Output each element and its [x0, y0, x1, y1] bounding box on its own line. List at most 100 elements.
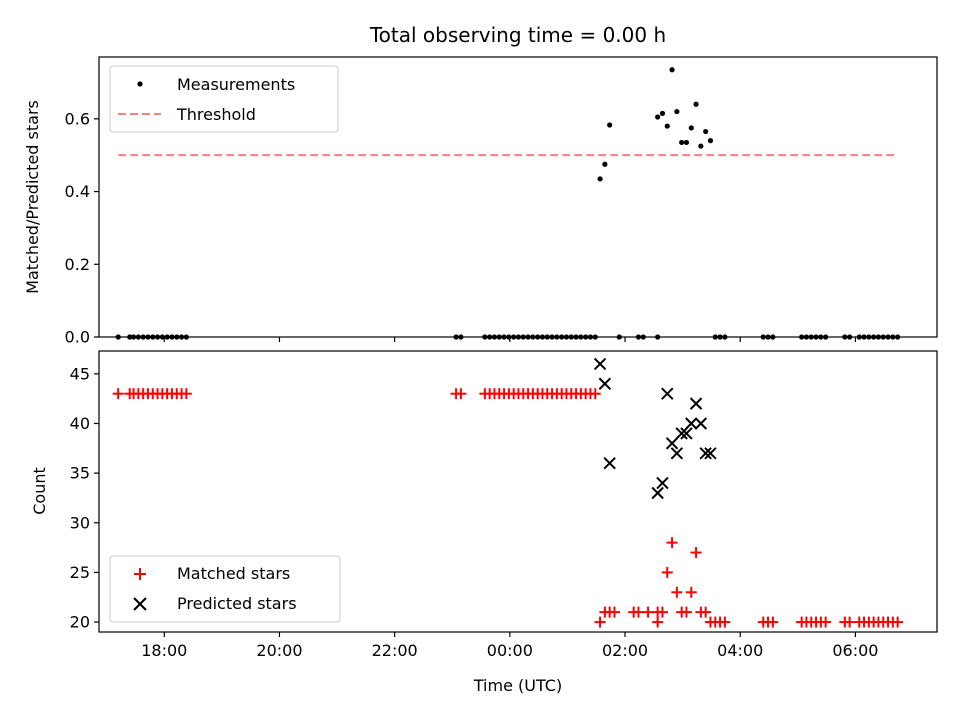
- measurement-point: [813, 334, 819, 340]
- measurement-point: [127, 334, 133, 340]
- measurement-point: [803, 334, 810, 340]
- measurement-point: [818, 334, 824, 340]
- matched-stars-point: [666, 537, 678, 549]
- predicted-stars-point: [603, 456, 616, 470]
- predicted-stars-point: [704, 447, 717, 460]
- measurement-point: [659, 110, 666, 116]
- measurement-point: [655, 114, 661, 120]
- measurement-point: [587, 334, 594, 340]
- measurement-point: [491, 334, 498, 340]
- measurement-point: [458, 334, 464, 340]
- measurement-point: [150, 334, 156, 340]
- measurement-point: [842, 334, 848, 340]
- measurement-point: [515, 334, 522, 340]
- measurement-point: [698, 143, 704, 149]
- matched-stars-point: [892, 616, 904, 628]
- measurement-point: [506, 334, 512, 340]
- bottom-series: [112, 357, 904, 628]
- measurement-point: [482, 334, 488, 340]
- predicted-stars-point: [651, 486, 664, 500]
- predicted-stars-point: [694, 417, 708, 430]
- top-series: [115, 67, 901, 340]
- measurement-point: [174, 334, 180, 340]
- measurement-point: [823, 334, 829, 340]
- x-tick-label: 04:00: [717, 641, 763, 660]
- predicted-stars-point: [670, 447, 684, 460]
- measurement-point: [669, 67, 675, 73]
- measurement-point: [453, 334, 459, 340]
- measurement-point: [602, 161, 608, 167]
- matched-stars-point: [608, 606, 620, 618]
- top-y-axis-label: Matched/Predicted stars: [23, 100, 42, 294]
- measurement-point: [765, 334, 771, 340]
- measurement-point: [683, 139, 690, 146]
- top-legend-box: [109, 65, 339, 133]
- measurement-point: [597, 176, 603, 182]
- measurement-point: [544, 334, 550, 340]
- measurement-point: [866, 334, 872, 340]
- y-tick-label: 45: [70, 364, 90, 383]
- x-tick-label: 20:00: [256, 641, 302, 660]
- y-tick-label: 20: [70, 613, 90, 632]
- measurement-point: [688, 125, 694, 131]
- y-tick-label: 0.6: [65, 109, 90, 128]
- measurement-point: [895, 334, 901, 340]
- measurement-point: [135, 334, 141, 340]
- legend-label-threshold: Threshold: [176, 105, 256, 124]
- matched-stars-point: [656, 606, 668, 618]
- predicted-stars-point: [680, 427, 693, 440]
- measurement-point: [875, 334, 882, 340]
- matched-stars-point: [661, 566, 673, 578]
- measurement-point: [674, 108, 680, 115]
- legend-marker-predicted-stars: [133, 597, 147, 611]
- measurement-point: [511, 334, 517, 340]
- measurement-point: [568, 334, 574, 340]
- measurement-point: [549, 334, 555, 340]
- measurement-point: [890, 334, 896, 340]
- y-tick-label: 0.0: [65, 328, 90, 347]
- measurement-point: [563, 334, 570, 340]
- matched-stars-point: [844, 616, 856, 628]
- measurement-point: [578, 334, 584, 340]
- predicted-stars-point: [665, 437, 679, 450]
- y-tick-label: 40: [70, 414, 90, 433]
- x-tick-label: 06:00: [832, 641, 878, 660]
- measurement-point: [178, 334, 185, 340]
- measurement-point: [693, 101, 699, 107]
- matched-stars-point: [632, 606, 644, 618]
- bottom-y-axis-label: Count: [30, 467, 49, 515]
- legend-label-measurements: Measurements: [177, 75, 295, 94]
- measurement-point: [583, 334, 589, 340]
- measurement-point: [861, 334, 867, 340]
- bottom-legend: Matched stars Predicted stars: [109, 555, 341, 623]
- predicted-stars-point: [598, 377, 612, 390]
- measurement-point: [885, 334, 891, 340]
- matched-stars-point: [642, 606, 654, 618]
- predicted-stars-point: [656, 476, 669, 490]
- y-tick-label: 0.4: [65, 182, 90, 201]
- measurement-point: [722, 334, 728, 340]
- matched-stars-point: [671, 586, 683, 598]
- chart-title: Total observing time = 0.00 h: [369, 23, 666, 47]
- legend-label-matched-stars: Matched stars: [177, 564, 290, 583]
- matched-stars-point: [455, 388, 467, 400]
- legend-marker-matched-stars: [134, 568, 146, 580]
- matched-stars-point: [652, 616, 664, 628]
- matched-stars-point: [700, 606, 712, 618]
- matched-stars-point: [112, 388, 124, 400]
- measurement-point: [130, 334, 137, 340]
- x-tick-label: 18:00: [141, 641, 187, 660]
- measurement-point: [607, 122, 613, 128]
- measurement-point: [717, 334, 723, 340]
- measurement-point: [712, 334, 718, 340]
- measurement-point: [530, 334, 536, 340]
- measurement-point: [487, 334, 493, 340]
- measurement-point: [856, 334, 862, 340]
- x-tick-label: 22:00: [372, 641, 418, 660]
- y-tick-label: 30: [70, 513, 90, 532]
- measurement-point: [573, 334, 579, 340]
- measurement-point: [115, 334, 121, 340]
- measurement-point: [592, 334, 598, 340]
- measurement-point: [520, 334, 526, 340]
